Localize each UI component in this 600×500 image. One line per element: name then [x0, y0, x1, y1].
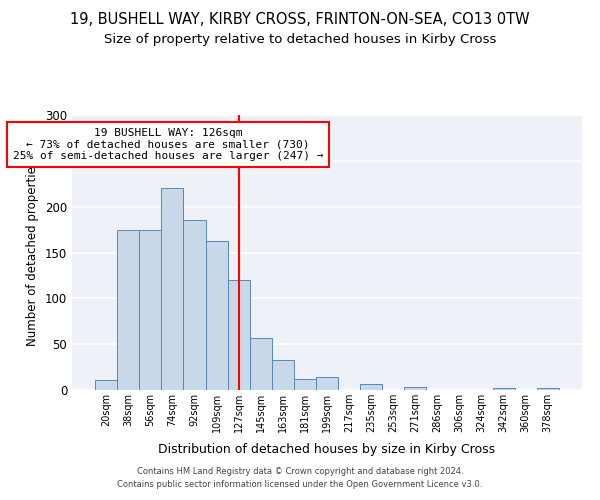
Text: Contains HM Land Registry data © Crown copyright and database right 2024.: Contains HM Land Registry data © Crown c… [137, 467, 463, 476]
Bar [95, 380, 117, 390]
Bar [139, 230, 161, 390]
Bar [537, 388, 559, 390]
Bar [184, 220, 206, 390]
Y-axis label: Number of detached properties: Number of detached properties [26, 160, 40, 346]
Bar [404, 387, 427, 390]
X-axis label: Distribution of detached houses by size in Kirby Cross: Distribution of detached houses by size … [158, 444, 496, 456]
Text: Contains public sector information licensed under the Open Government Licence v3: Contains public sector information licen… [118, 480, 482, 489]
Bar [272, 360, 294, 390]
Bar [493, 388, 515, 390]
Bar [316, 377, 338, 390]
Bar [250, 338, 272, 390]
Text: Size of property relative to detached houses in Kirby Cross: Size of property relative to detached ho… [104, 32, 496, 46]
Bar [227, 280, 250, 390]
Bar [360, 384, 382, 390]
Bar [294, 379, 316, 390]
Text: 19, BUSHELL WAY, KIRBY CROSS, FRINTON-ON-SEA, CO13 0TW: 19, BUSHELL WAY, KIRBY CROSS, FRINTON-ON… [70, 12, 530, 28]
Bar [161, 188, 184, 390]
Bar [117, 230, 139, 390]
Text: 19 BUSHELL WAY: 126sqm
← 73% of detached houses are smaller (730)
25% of semi-de: 19 BUSHELL WAY: 126sqm ← 73% of detached… [13, 128, 323, 161]
Bar [206, 240, 227, 390]
